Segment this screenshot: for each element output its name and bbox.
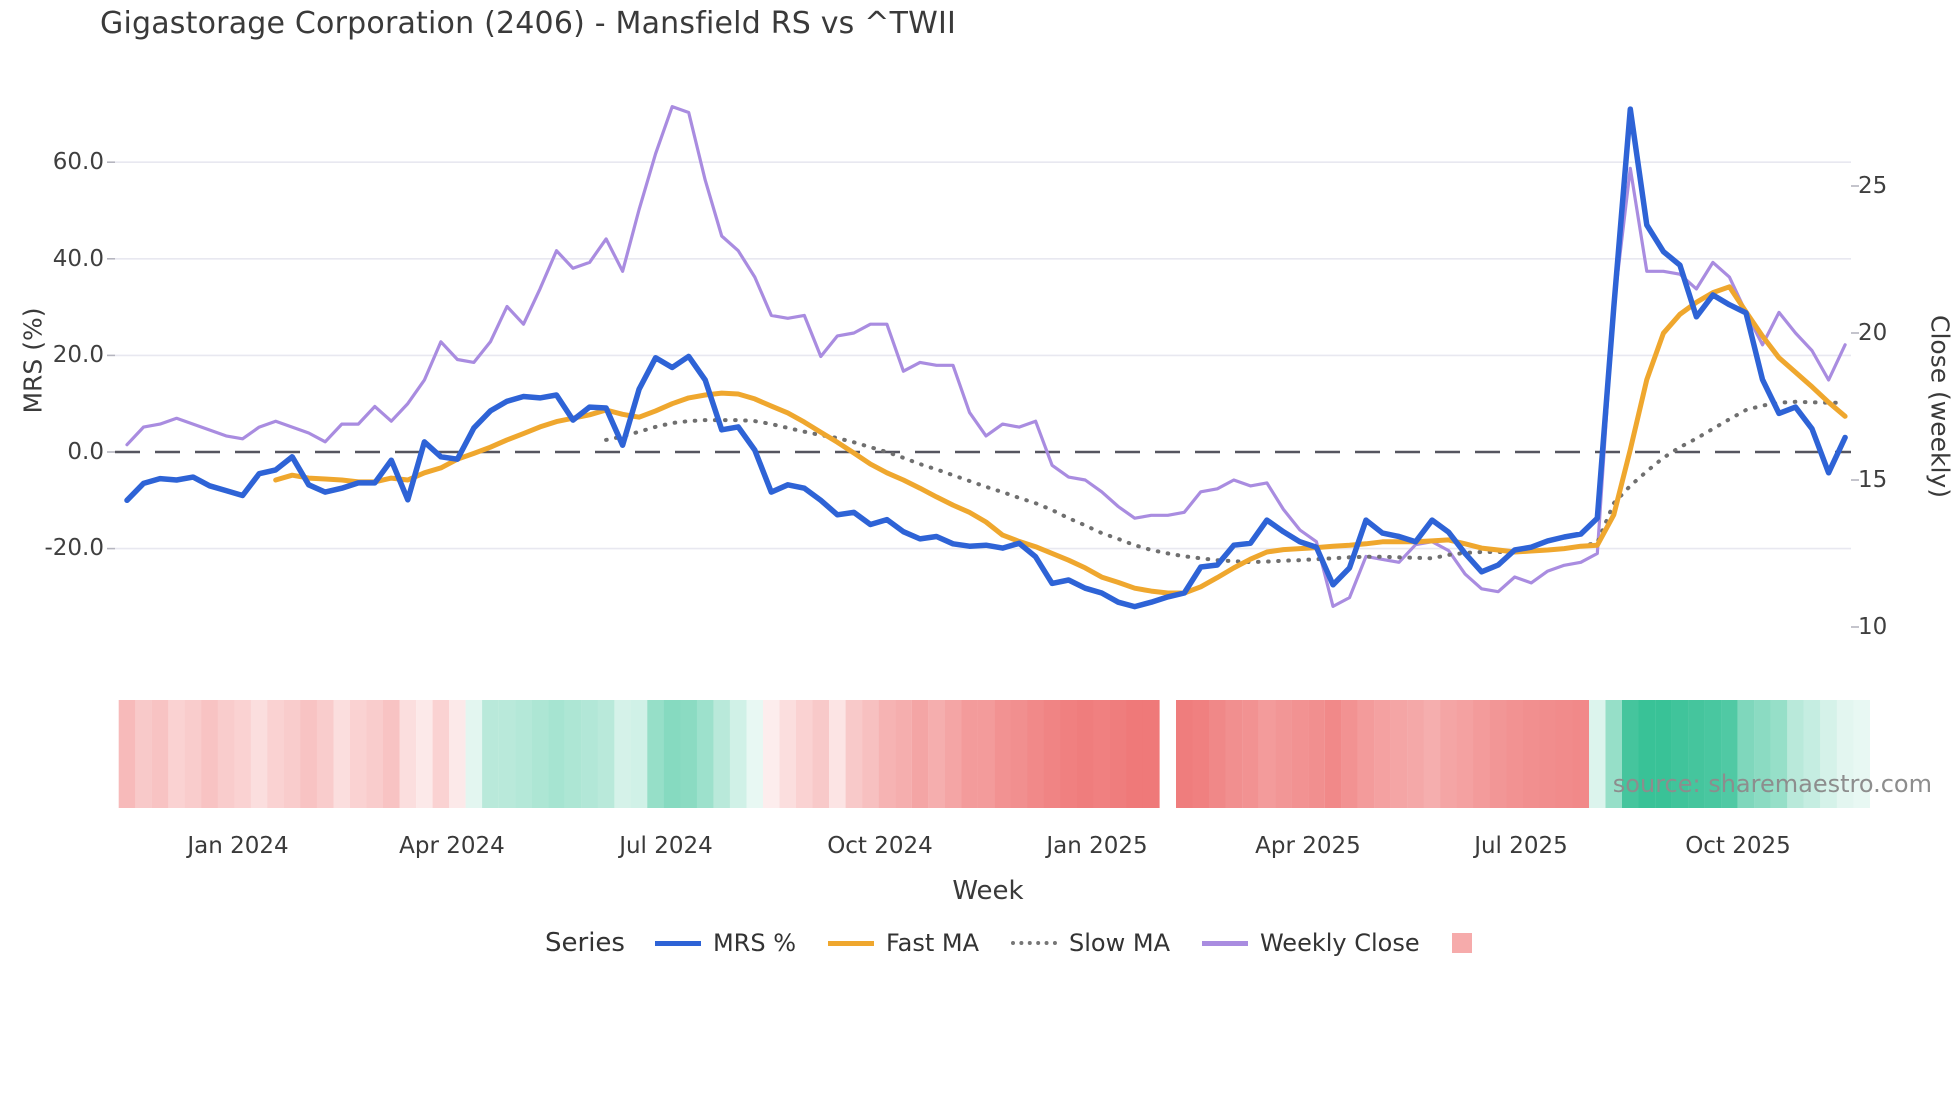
legend-item-heatmap	[1451, 933, 1472, 953]
legend-label-fast-ma: Fast MA	[886, 929, 980, 957]
x-tick-oct-2024: Oct 2024	[827, 833, 933, 859]
left-axis-title: MRS (%)	[18, 307, 48, 414]
legend-item-mrs: MRS %	[654, 929, 797, 957]
heatmap-swatch-icon	[1451, 933, 1472, 953]
legend-item-fast-ma: Fast MA	[828, 929, 979, 957]
left-tick-20: 20.0	[52, 342, 104, 368]
chart-title: Gigastorage Corporation (2406) - Mansfie…	[100, 6, 957, 41]
x-tick-apr-2024: Apr 2024	[399, 833, 505, 859]
legend-item-slow-ma: Slow MA	[1011, 929, 1170, 957]
left-tick-0: 0.0	[67, 439, 104, 465]
legend: Series MRS % Fast MA Slow MA Weekly Clos…	[545, 928, 1488, 958]
right-tick-25: 25	[1858, 173, 1888, 199]
mrs-line-swatch-icon	[654, 940, 701, 946]
x-tick-jul-2025: Jul 2025	[1474, 833, 1568, 859]
right-tick-10: 10	[1858, 614, 1888, 640]
x-tick-jan-2024: Jan 2024	[187, 833, 289, 859]
fast-ma-line-swatch-icon	[828, 940, 875, 946]
left-tick-n20: -20.0	[44, 535, 104, 561]
x-tick-jul-2024: Jul 2024	[619, 833, 713, 859]
source-watermark: source: sharemaestro.com	[1612, 770, 1932, 798]
x-tick-oct-2025: Oct 2025	[1685, 833, 1791, 859]
right-axis-title: Close (weekly)	[1925, 315, 1955, 498]
x-tick-apr-2025: Apr 2025	[1255, 833, 1361, 859]
right-tick-15: 15	[1858, 467, 1888, 493]
slow-ma-dotted-swatch-icon	[1011, 941, 1058, 945]
left-tick-60: 60.0	[52, 149, 104, 175]
legend-label-slow-ma: Slow MA	[1069, 929, 1170, 957]
legend-title: Series	[545, 928, 625, 958]
legend-item-weekly-close: Weekly Close	[1201, 929, 1420, 957]
left-tick-40: 40.0	[52, 246, 104, 272]
right-tick-20: 20	[1858, 320, 1888, 346]
legend-label-weekly-close: Weekly Close	[1259, 929, 1420, 957]
x-tick-jan-2025: Jan 2025	[1046, 833, 1148, 859]
x-axis-title: Week	[952, 876, 1024, 906]
weekly-close-line-swatch-icon	[1201, 940, 1248, 946]
legend-label-mrs: MRS %	[712, 929, 797, 957]
